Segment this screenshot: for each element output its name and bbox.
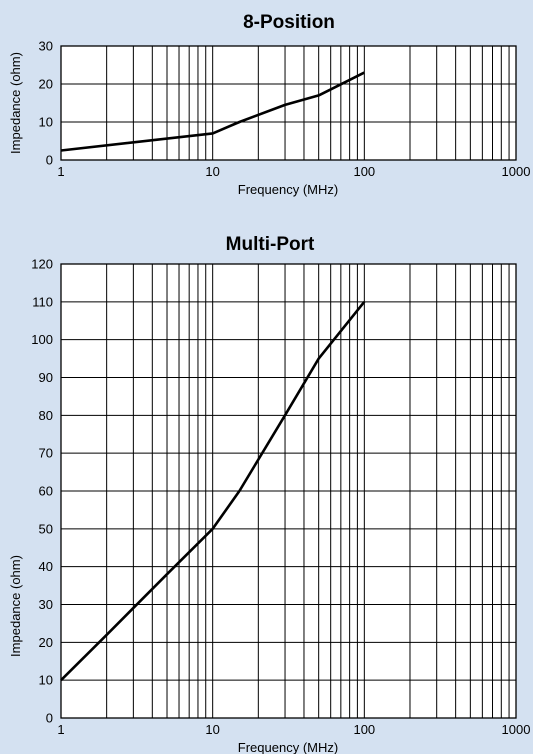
y-tick-label: 110 xyxy=(32,294,53,309)
y-tick-label: 10 xyxy=(39,115,53,130)
y-tick-label: 120 xyxy=(31,257,53,272)
x-tick-label: 100 xyxy=(353,722,375,737)
series-line xyxy=(60,300,366,682)
y-tick-label: 70 xyxy=(39,446,53,461)
y-tick-label: 0 xyxy=(46,711,53,726)
y-tick-label: 50 xyxy=(39,521,53,536)
y-tick-label: 100 xyxy=(31,332,53,347)
x-tick-label: 1000 xyxy=(502,722,531,737)
series-line xyxy=(60,71,365,152)
x-tick-label: 10 xyxy=(205,722,219,737)
x-tick-label: 1000 xyxy=(502,164,531,179)
x-tick-label: 1 xyxy=(57,164,64,179)
y-tick-label: 0 xyxy=(46,153,53,168)
tick-labels: 1 10 100 1000 0 10 20 30 xyxy=(39,39,531,180)
chart-title: 8-Position xyxy=(243,12,335,33)
y-tick-label: 30 xyxy=(39,597,53,612)
y-tick-label: 80 xyxy=(39,408,53,423)
x-tick-label: 1 xyxy=(57,722,64,737)
x-tick-label: 10 xyxy=(205,164,219,179)
x-axis-label: Frequency (MHz) xyxy=(238,740,338,754)
x-tick-label: 100 xyxy=(353,164,375,179)
x-axis-label: Frequency (MHz) xyxy=(238,182,338,197)
chart-8-position: 8-Position 1 10 100 1000 0 10 20 30 Frequency (… xyxy=(8,12,530,197)
grid xyxy=(60,263,516,719)
y-tick-label: 90 xyxy=(39,370,53,385)
chart-title: Multi-Port xyxy=(226,234,315,255)
y-tick-label: 20 xyxy=(39,635,53,650)
y-tick-label: 60 xyxy=(39,484,53,499)
plot-frame xyxy=(60,45,517,161)
y-tick-label: 10 xyxy=(39,673,53,688)
series-marks xyxy=(60,300,366,682)
y-axis-label: Impedance (ohm) xyxy=(8,555,23,657)
y-tick-label: 30 xyxy=(39,39,53,54)
y-tick-label: 20 xyxy=(39,77,53,92)
plot-frame xyxy=(60,263,517,719)
y-axis-label: Impedance (ohm) xyxy=(8,52,23,154)
y-tick-label: 40 xyxy=(39,559,53,574)
chart-multi-port: Multi-Port 1 10 100 10000102030405060708090… xyxy=(8,234,530,754)
series-marks xyxy=(60,71,365,152)
